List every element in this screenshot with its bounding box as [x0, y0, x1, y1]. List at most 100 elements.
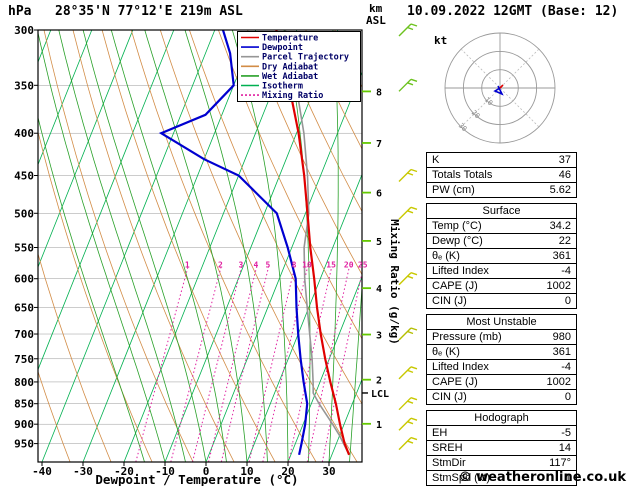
- dry-adiabat-line: [72, 30, 235, 462]
- km-tick-label: 1: [376, 420, 382, 431]
- legend-label: Parcel Trajectory: [262, 52, 349, 63]
- row-value: -4: [561, 265, 571, 277]
- row-value: 0: [564, 391, 571, 403]
- hodograph-ring-label: 10: [483, 96, 495, 108]
- station-title: 28°35'N 77°12'E 219m ASL: [55, 4, 243, 19]
- legend-label: Dry Adiabat: [262, 61, 318, 72]
- table-row: CAPE (J) 1002: [427, 375, 576, 390]
- table-row: K 37: [427, 153, 576, 168]
- table-row: Pressure (mb) 980: [427, 330, 576, 345]
- pressure-tick-label: 750: [14, 353, 34, 366]
- row-value: 46: [558, 169, 571, 181]
- x-axis-title: Dewpoint / Temperature (°C): [95, 472, 298, 486]
- row-value: 37: [558, 154, 571, 166]
- km-tick-label: 5: [376, 237, 382, 248]
- panel-title: Hodograph: [427, 411, 576, 426]
- row-value: -4: [561, 361, 571, 373]
- dry-adiabat-line: [189, 30, 362, 405]
- mixing-ratio-line: [208, 266, 258, 462]
- dry-adiabat-line: [38, 130, 153, 462]
- mixing-ratio-value-label: 25: [358, 261, 368, 270]
- row-value: 117°: [549, 457, 571, 469]
- pressure-tick-label: 700: [14, 328, 34, 341]
- legend-label: Dewpoint: [262, 42, 303, 53]
- mixing-ratio-value-label: 3: [238, 261, 243, 270]
- wind-barb: [398, 327, 418, 341]
- lcl-label: LCL: [371, 389, 389, 400]
- hodograph-unit-label: kt: [434, 34, 447, 47]
- wind-barb: [398, 206, 418, 220]
- parcel-trajectory-curve: [284, 30, 350, 456]
- temperature-tick-label: 0: [203, 465, 210, 478]
- pressure-tick-label: 450: [14, 169, 34, 182]
- altitude-unit-km: km: [369, 2, 383, 15]
- table-row: Lifted Index -4: [427, 360, 576, 375]
- table-row: StmDir 117°: [427, 456, 576, 471]
- mixing-ratio-line: [220, 266, 270, 462]
- pressure-tick-label: 400: [14, 127, 34, 140]
- row-value: 1002: [546, 376, 571, 388]
- table-row: Totals Totals 46: [427, 168, 576, 183]
- mixing-ratio-value-label: 15: [326, 261, 336, 270]
- row-label: Pressure (mb): [432, 331, 502, 343]
- row-label: Totals Totals: [432, 169, 493, 181]
- row-label: Temp (°C): [432, 220, 482, 232]
- hodograph-trace-storm: [499, 84, 504, 89]
- km-tick-label: 6: [376, 189, 382, 200]
- row-label: Dewp (°C): [432, 235, 483, 247]
- mixing-ratio-value-label: 10: [302, 261, 312, 270]
- plot-frame: [37, 29, 363, 463]
- row-value: 1: [564, 472, 571, 484]
- wet-adiabat-line: [38, 30, 166, 462]
- wind-barb: [398, 366, 418, 380]
- row-label: StmDir: [432, 457, 466, 469]
- isotherm-line: [38, 30, 134, 269]
- dry-adiabat-line: [38, 252, 112, 462]
- row-label: θₑ (K): [432, 250, 460, 262]
- dry-adiabat-line: [247, 30, 362, 276]
- row-label: Lifted Index: [432, 361, 489, 373]
- mixing-ratio-value-label: 20: [344, 261, 354, 270]
- table-row: θₑ (K) 361: [427, 249, 576, 264]
- isotherm-line: [82, 30, 257, 462]
- temperature-tick-label: -40: [32, 465, 52, 478]
- temperature-tick-label: 30: [322, 465, 335, 478]
- wet-adiabat-line: [38, 115, 145, 462]
- datetime-title: 10.09.2022 12GMT (Base: 12): [407, 4, 619, 19]
- row-label: CIN (J): [432, 295, 467, 307]
- wet-adiabat-line: [144, 30, 248, 462]
- isotherm-line: [246, 173, 362, 462]
- mixing-ratio-axis-title: Mixing Ratio (g/kg): [388, 219, 401, 345]
- dry-adiabat-line: [159, 30, 358, 462]
- isotherm-line: [41, 30, 216, 462]
- wind-barb: [398, 272, 418, 286]
- row-value: -5: [561, 427, 571, 439]
- pressure-tick-label: 950: [14, 438, 34, 451]
- wind-barb: [398, 168, 418, 182]
- row-label: K: [432, 154, 440, 166]
- hodograph-ring-label: 20: [470, 109, 482, 121]
- dry-adiabat-line: [276, 30, 362, 213]
- dry-adiabat-line: [218, 30, 362, 340]
- legend-label: Wet Adiabat: [262, 71, 318, 82]
- mixing-ratio-value-label: 2: [218, 261, 223, 270]
- row-value: 1002: [546, 280, 571, 292]
- pressure-tick-label: 300: [14, 24, 34, 37]
- table-row: PW (cm) 5.62: [427, 183, 576, 197]
- row-label: CAPE (J): [432, 376, 478, 388]
- pressure-tick-label: 900: [14, 418, 34, 431]
- pressure-tick-label: 350: [14, 79, 34, 92]
- temperature-tick-label: -10: [155, 465, 175, 478]
- row-value: 361: [552, 346, 571, 358]
- legend-label: Isotherm: [262, 82, 303, 92]
- table-row: θₑ (K) 361: [427, 345, 576, 360]
- km-tick-label: 2: [376, 376, 382, 387]
- row-label: Lifted Index: [432, 265, 489, 277]
- altitude-unit-asl: ASL: [366, 14, 386, 27]
- wet-adiabat-line: [82, 30, 207, 462]
- temperature-tick-label: -30: [73, 465, 93, 478]
- row-label: EH: [432, 427, 448, 439]
- isotherm-line: [328, 378, 362, 462]
- legend-label: Temperature: [262, 34, 318, 44]
